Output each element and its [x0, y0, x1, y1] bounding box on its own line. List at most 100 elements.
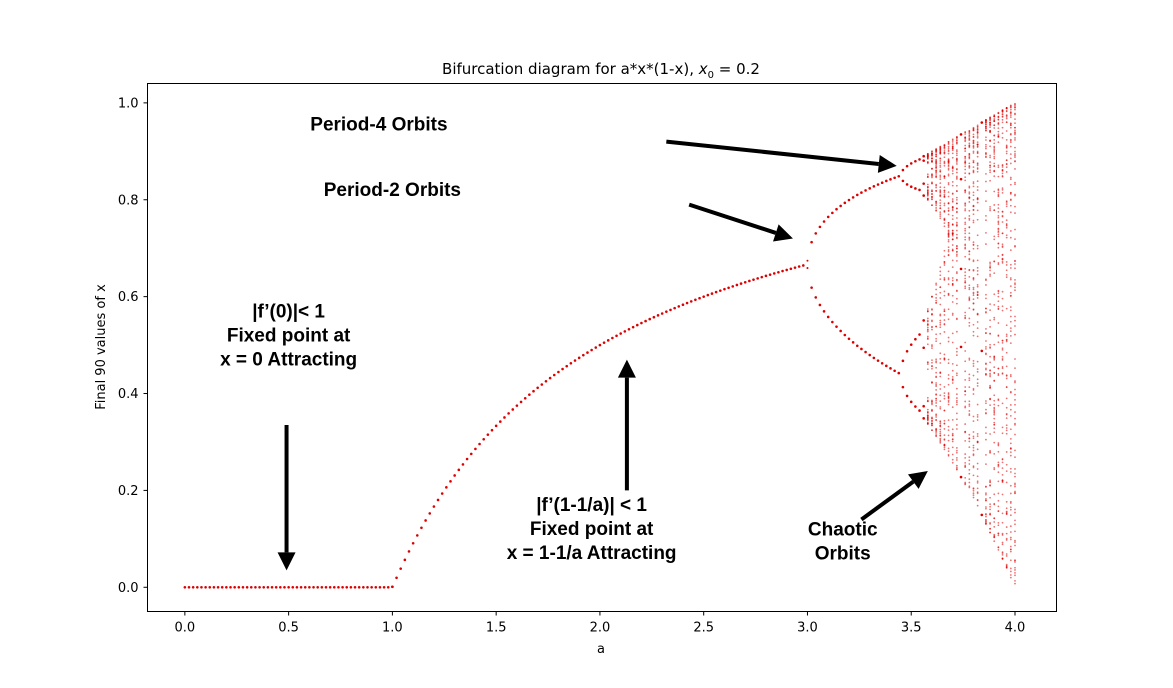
data-point [931, 308, 933, 310]
data-point [968, 379, 971, 382]
data-point [939, 407, 942, 410]
data-point [939, 383, 942, 386]
data-point [955, 399, 958, 402]
data-point [698, 296, 701, 300]
data-point [1009, 502, 1012, 504]
data-point [947, 270, 950, 273]
annotation-text: Fixed point at [227, 325, 351, 346]
data-point [1014, 154, 1016, 157]
data-point [947, 221, 950, 224]
data-point [964, 172, 967, 175]
data-point [926, 335, 929, 338]
data-point [1014, 579, 1016, 582]
data-point [918, 188, 921, 192]
data-point [985, 297, 987, 300]
data-point [1001, 512, 1004, 515]
data-point [997, 292, 1000, 295]
data-point [822, 310, 826, 313]
data-point [935, 434, 938, 437]
data-point [332, 585, 336, 589]
x-tick-label: 3.0 [797, 621, 818, 636]
data-point [931, 181, 933, 184]
data-point [951, 184, 954, 187]
data-point [926, 320, 929, 323]
data-point [1005, 110, 1008, 113]
data-point [968, 152, 971, 155]
data-point [931, 345, 933, 348]
data-point [989, 508, 991, 511]
data-point [951, 234, 954, 237]
data-point [926, 161, 929, 164]
data-point [1001, 210, 1004, 213]
data-point [922, 159, 925, 162]
data-point [943, 422, 946, 425]
data-point [449, 480, 452, 483]
data-point [964, 390, 967, 393]
data-point [1001, 347, 1004, 350]
data-point [955, 397, 958, 399]
data-point [993, 146, 996, 149]
data-point [997, 188, 1000, 191]
data-point [947, 191, 950, 194]
data-point [943, 202, 946, 205]
data-point [993, 165, 996, 167]
data-point [366, 585, 369, 589]
data-point [993, 423, 996, 426]
data-point [922, 404, 925, 408]
data-point [1014, 398, 1016, 401]
data-point [1014, 113, 1016, 116]
data-point [1014, 160, 1016, 162]
data-point [993, 359, 996, 361]
data-point [997, 193, 1000, 196]
data-point [943, 290, 946, 293]
data-point [964, 483, 967, 486]
data-point [964, 227, 967, 230]
data-point [935, 337, 938, 340]
data-point [1001, 372, 1004, 375]
data-point [1009, 108, 1012, 111]
data-point [955, 198, 958, 201]
data-point [989, 262, 991, 265]
data-point [972, 365, 975, 367]
data-point [939, 151, 942, 153]
data-point [955, 255, 958, 257]
data-point [1014, 137, 1016, 139]
data-point [985, 522, 987, 525]
data-point [943, 446, 946, 449]
data-point [353, 585, 357, 589]
data-point [985, 243, 987, 245]
data-point [270, 585, 274, 589]
data-point [785, 268, 789, 272]
data-point [951, 434, 954, 436]
data-point [1009, 267, 1012, 269]
data-point [876, 183, 880, 186]
data-point [885, 179, 888, 183]
annotation-text: Fixed point at [530, 519, 654, 540]
data-point [997, 463, 1000, 466]
data-point [993, 441, 996, 444]
data-point [985, 231, 987, 234]
data-point [1005, 166, 1008, 169]
data-point [1005, 273, 1008, 276]
data-point [1001, 172, 1004, 175]
data-point [976, 433, 979, 435]
data-point [976, 131, 979, 134]
data-point [947, 429, 950, 431]
data-point [922, 154, 925, 158]
data-point [985, 408, 987, 411]
data-point [1009, 157, 1012, 160]
data-point [989, 503, 991, 506]
data-point [395, 576, 398, 580]
data-points [183, 102, 1016, 589]
data-point [1014, 267, 1016, 270]
data-point [1014, 319, 1016, 322]
data-point [959, 267, 963, 271]
data-point [931, 400, 933, 403]
data-point [972, 288, 975, 291]
data-point [1014, 245, 1016, 248]
data-point [985, 145, 987, 148]
data-point [935, 151, 938, 154]
data-point [1005, 537, 1008, 540]
data-point [926, 328, 929, 331]
data-point [1009, 236, 1012, 239]
